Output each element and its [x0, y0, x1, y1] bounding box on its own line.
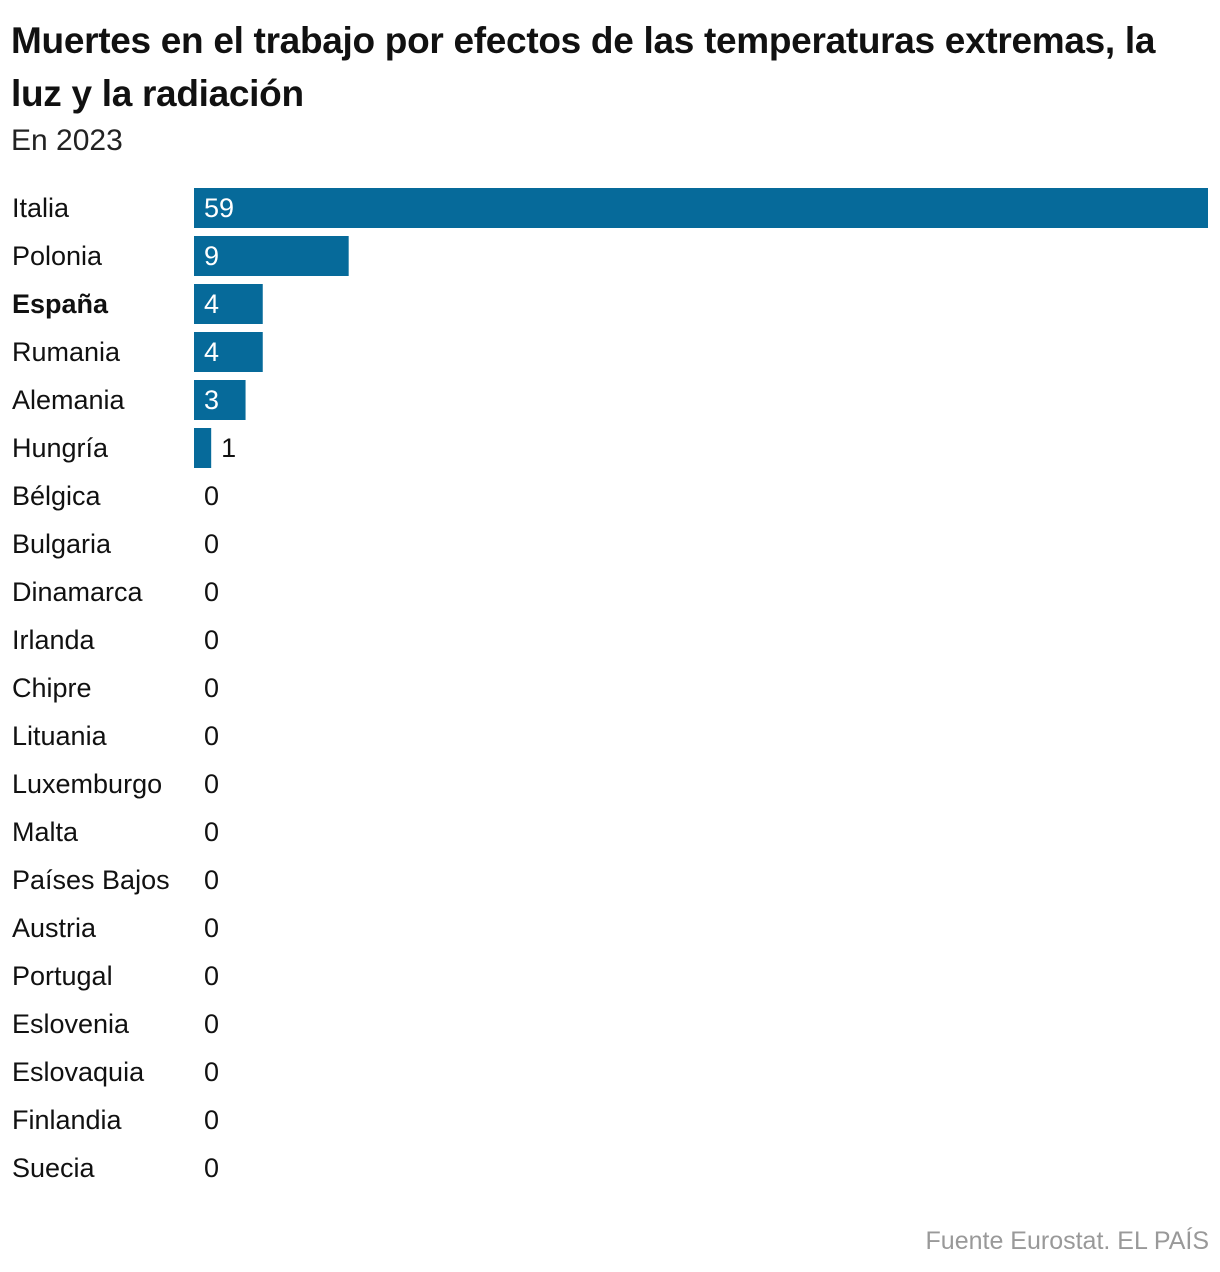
category-label: Luxemburgo	[12, 769, 162, 799]
category-label: Eslovaquia	[12, 1057, 145, 1087]
value-label: 0	[204, 1105, 219, 1135]
value-label: 0	[204, 865, 219, 895]
category-label: Eslovenia	[12, 1009, 130, 1039]
bar	[194, 332, 263, 372]
bar-chart: Italia 59 Polonia 9 España 4 Rumania 4 Alemania 3…	[12, 188, 1208, 1183]
bar	[194, 428, 212, 468]
category-label: Irlanda	[12, 625, 96, 655]
value-label: 0	[204, 673, 219, 703]
category-label: Rumania	[12, 337, 121, 367]
bar	[194, 188, 1208, 228]
category-label: Portugal	[12, 961, 113, 991]
category-label: Alemania	[12, 385, 126, 415]
category-label: Chipre	[12, 673, 92, 703]
category-label: Suecia	[12, 1153, 96, 1183]
category-label: España	[12, 289, 109, 319]
category-label: Bulgaria	[12, 529, 112, 559]
value-label: 0	[204, 961, 219, 991]
bar	[194, 236, 349, 276]
value-label: 0	[204, 529, 219, 559]
chart-title: Muertes en el trabajo por efectos de las…	[11, 20, 1156, 114]
bar	[194, 380, 246, 420]
value-label: 0	[204, 817, 219, 847]
value-label: 0	[204, 625, 219, 655]
category-label: Malta	[12, 817, 79, 847]
value-label: 0	[204, 1057, 219, 1087]
bar	[194, 284, 263, 324]
value-label: 4	[204, 289, 219, 319]
category-label: Finlandia	[12, 1105, 123, 1135]
value-label: 4	[204, 337, 219, 367]
category-label: Hungría	[12, 433, 109, 463]
value-label: 0	[204, 577, 219, 607]
category-label: Dinamarca	[12, 577, 144, 607]
category-label: Lituania	[12, 721, 108, 751]
value-label: 0	[204, 721, 219, 751]
value-label: 1	[221, 433, 236, 463]
category-label: Italia	[12, 193, 70, 223]
value-label: 0	[204, 769, 219, 799]
source-note: Fuente Eurostat. EL PAÍS	[925, 1227, 1209, 1255]
value-label: 0	[204, 481, 219, 511]
chart-subtitle: En 2023	[11, 124, 123, 157]
category-label: Polonia	[12, 241, 103, 271]
category-label: Austria	[12, 913, 97, 943]
category-label: Bélgica	[12, 481, 102, 511]
value-label: 3	[204, 385, 219, 415]
category-label: Países Bajos	[12, 865, 170, 895]
value-label: 0	[204, 913, 219, 943]
value-label: 59	[204, 193, 234, 223]
value-label: 9	[204, 241, 219, 271]
value-label: 0	[204, 1153, 219, 1183]
value-label: 0	[204, 1009, 219, 1039]
